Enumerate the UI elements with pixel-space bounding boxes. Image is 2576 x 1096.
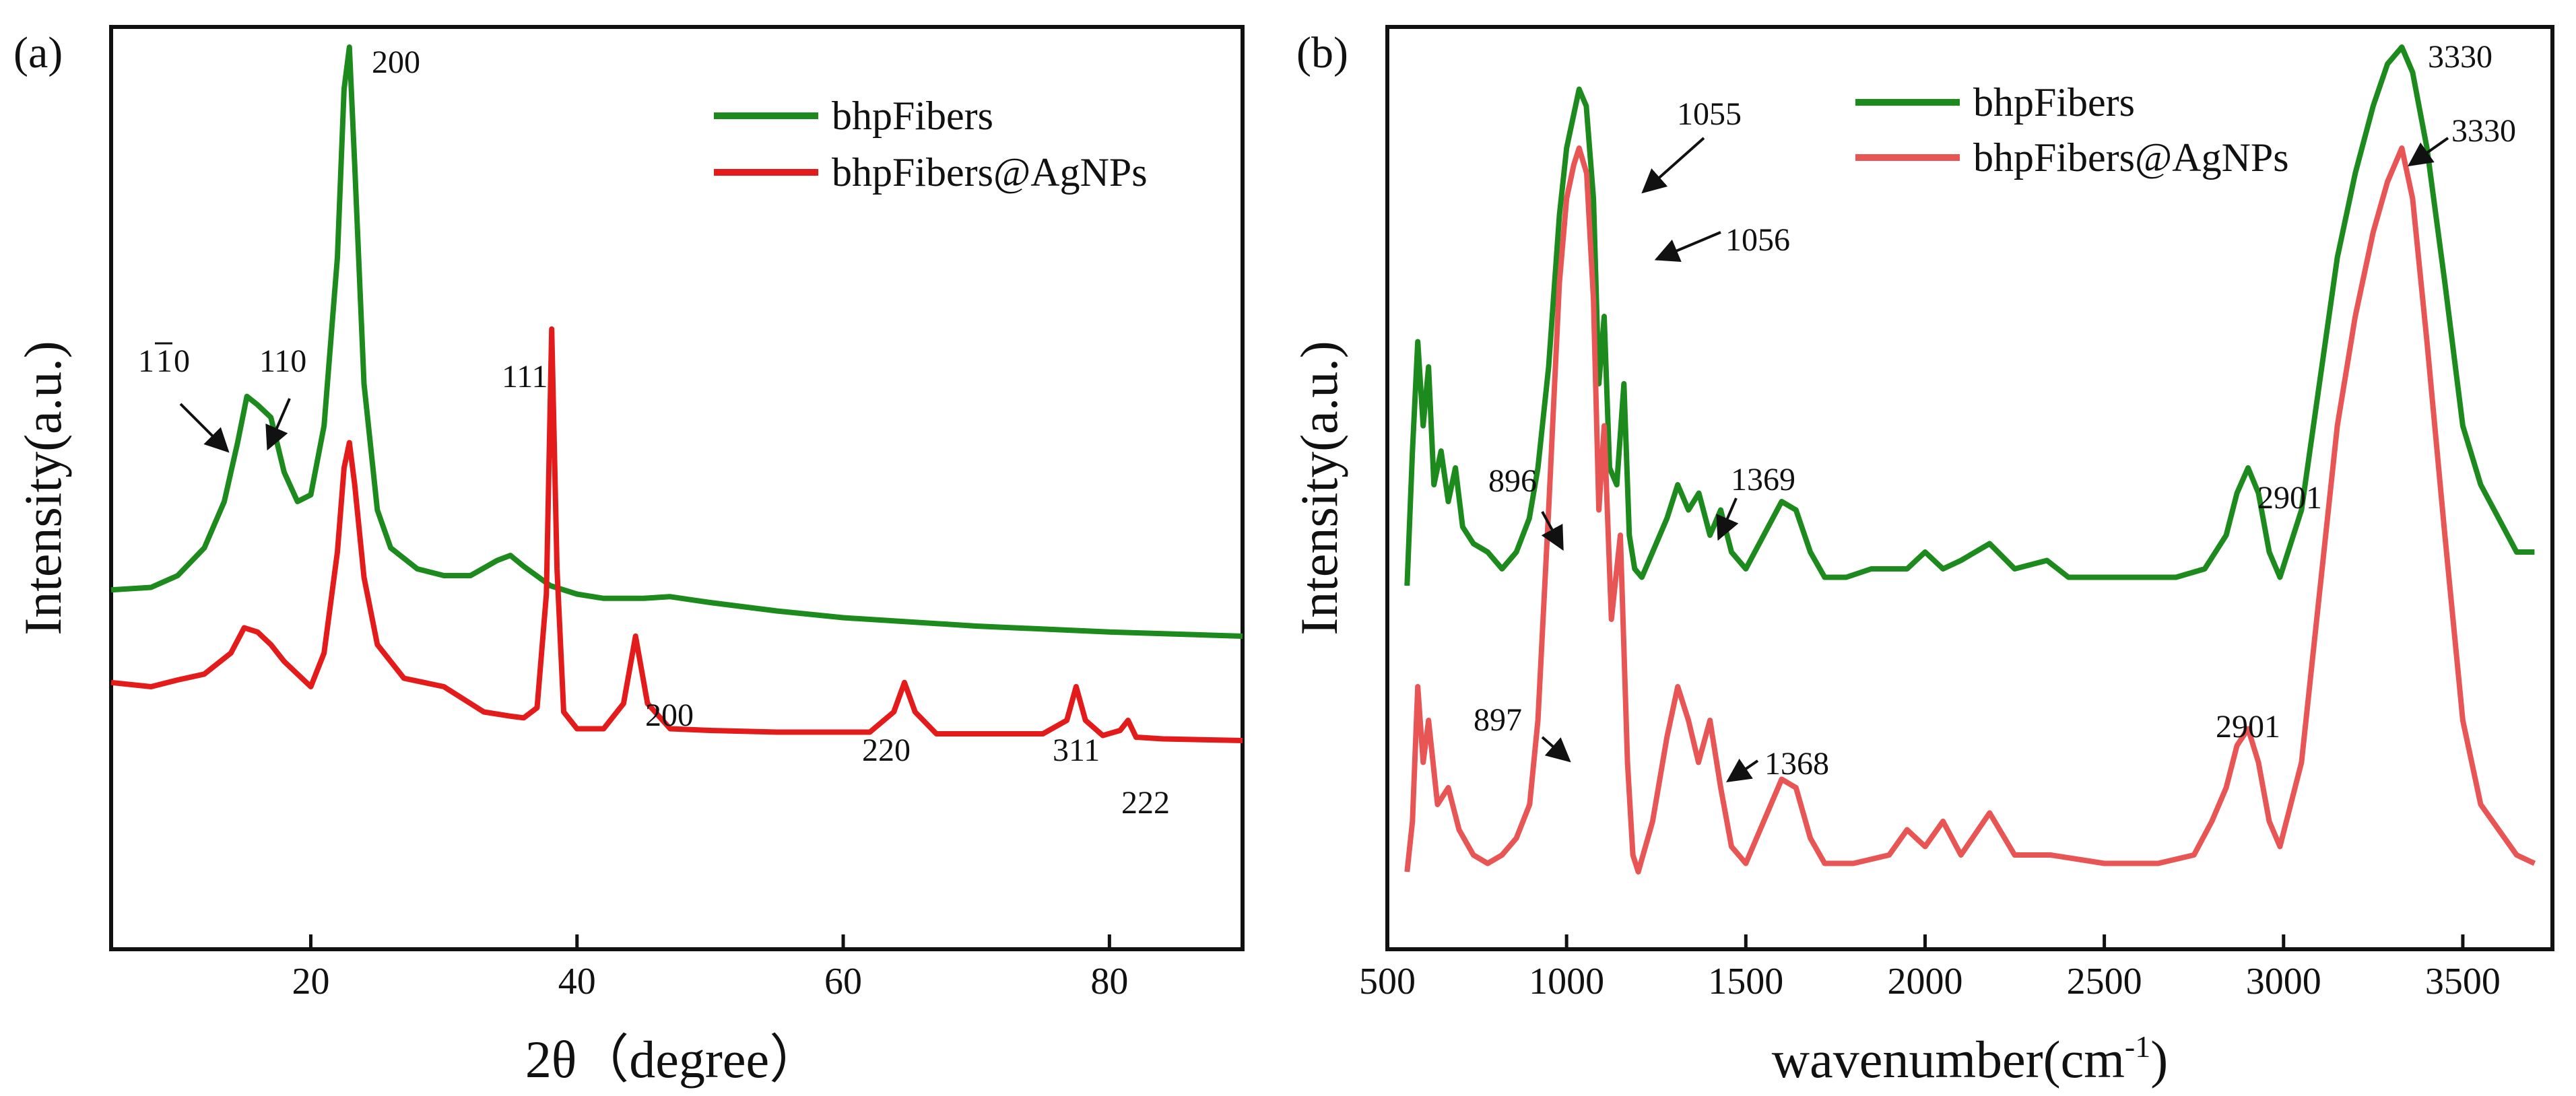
peak-label-200-red: 200 (645, 697, 694, 733)
series-line-b-bhpfibers (1404, 44, 2535, 586)
x-tick-label-a-40: 40 (558, 961, 596, 1002)
series-group-b (1404, 44, 2536, 875)
x-tick-label-b-2500: 2500 (2067, 961, 2142, 1002)
peak-label-2901-red: 2901 (2216, 709, 2280, 745)
peak-label-200-green: 200 (372, 44, 420, 80)
peak-label-1-10: 1 1 0 (138, 342, 190, 379)
x-tick-label-b-2000: 2000 (1887, 961, 1962, 1002)
x-tick-label-b-1000: 1000 (1529, 961, 1604, 1002)
x-ticks-a: 20 40 60 80 (292, 934, 1128, 1002)
peak-label-1-10-digit0: 0 (174, 343, 190, 379)
legend-a: bhpFibers bhpFibers@AgNPs (714, 94, 1148, 195)
arrow-1-10 (179, 403, 230, 453)
arrow-3330-red (2408, 137, 2449, 167)
panel-label-a: (a) (13, 28, 63, 77)
peak-label-897: 897 (1474, 702, 1522, 738)
y-axis-title-b: Intensity(a.u.) (1290, 341, 1348, 636)
arrow-1055 (1641, 137, 1705, 194)
x-tick-label-b-1500: 1500 (1708, 961, 1783, 1002)
x-axis-title-a: 2θ（degree） (525, 1030, 822, 1089)
peak-label-1-10-barred: 1 (156, 343, 172, 379)
arrow-110 (265, 398, 291, 451)
peak-label-222: 222 (1121, 785, 1170, 821)
x-ticks-b: 500 1000 1500 2000 2500 3000 3500 (1359, 934, 2501, 1002)
arrow-1056 (1654, 231, 1721, 263)
xrd-chart: (a) 20 40 60 80 Intensity(a.u.) 2θ（degree） … (13, 25, 1245, 1089)
peak-label-220: 220 (862, 732, 911, 768)
plot-frame-b (1385, 25, 2554, 951)
legend-label-bhpfibers-a: bhpFibers (832, 94, 993, 138)
peak-label-1369: 1369 (1731, 462, 1795, 498)
legend-label-agnps-a: bhpFibers@AgNPs (832, 150, 1148, 195)
peak-label-3330-green: 3330 (2428, 39, 2492, 75)
peak-label-111: 111 (502, 359, 548, 395)
peak-label-3330-red: 3330 (2451, 113, 2516, 149)
peak-label-896: 896 (1488, 463, 1537, 499)
legend-b: bhpFibers bhpFibers@AgNPs (1855, 80, 2289, 180)
peak-label-1056: 1056 (1725, 222, 1790, 258)
arrow-1368 (1726, 758, 1759, 783)
arrow-1369 (1716, 498, 1739, 541)
peak-label-1055: 1055 (1677, 96, 1742, 132)
peak-label-311: 311 (1053, 732, 1100, 768)
x-axis-title-b-sup: -1 (2125, 1029, 2150, 1064)
series-line-a-bhpfibers (110, 44, 1243, 639)
peak-label-2901-green: 2901 (2257, 480, 2322, 516)
x-tick-label-b-500: 500 (1359, 961, 1416, 1002)
legend-label-bhpfibers-b: bhpFibers (1973, 80, 2135, 125)
peak-label-1368: 1368 (1764, 746, 1829, 782)
series-line-a-bhpfibers-agnps (110, 326, 1243, 743)
annotations-a: 200 1 1 0 110 111 200 220 311 222 (138, 44, 1170, 821)
peak-label-1-10-digit1: 1 (138, 343, 154, 379)
x-tick-label-a-20: 20 (292, 961, 329, 1002)
series-group-a (110, 44, 1243, 743)
panel-label-b: (b) (1296, 28, 1348, 77)
plot-frame-a (109, 25, 1245, 951)
x-axis-title-b: wavenumber(cm-1) (1772, 1029, 2168, 1089)
x-tick-label-b-3500: 3500 (2425, 961, 2501, 1002)
y-axis-title-a: Intensity(a.u.) (13, 341, 72, 636)
ftir-chart: (b) 500 1000 1500 2000 2500 3000 3500 Intensit… (1290, 25, 2554, 1089)
peak-label-110: 110 (259, 343, 306, 379)
legend-label-agnps-b: bhpFibers@AgNPs (1973, 135, 2289, 180)
arrow-897 (1541, 736, 1571, 763)
series-line-b-bhpfibers-agnps (1404, 145, 2536, 875)
x-tick-label-b-3000: 3000 (2246, 961, 2321, 1002)
x-tick-label-a-60: 60 (824, 961, 862, 1002)
arrow-896 (1541, 511, 1564, 551)
x-tick-label-a-80: 80 (1090, 961, 1128, 1002)
annotations-b: 1055 1056 896 1369 2901 3330 3330 897 13… (1474, 39, 2516, 783)
